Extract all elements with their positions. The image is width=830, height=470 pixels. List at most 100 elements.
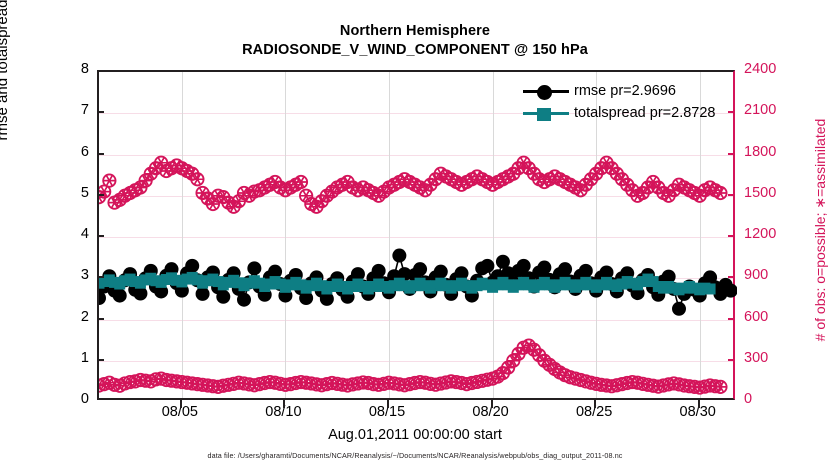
chart-title: Northern Hemisphere RADIOSONDE_V_WIND_CO… (0, 22, 830, 60)
x-axis-tick-label: 08/15 (368, 404, 406, 420)
x-axis-label: Aug.01,2011 00:00:00 start (328, 427, 502, 443)
obs-marker-circle-asterisk (599, 155, 614, 170)
obs-marker-circle-asterisk (133, 180, 148, 195)
data-point-marker (480, 258, 495, 273)
y-axis-right-tick-mark (728, 276, 735, 279)
data-point-marker (112, 288, 127, 303)
legend-item-totalspread[interactable]: totalspread pr=2.8728 (523, 102, 715, 124)
y-axis-right-label: # of obs: o=possible; ∗=assimilated (812, 118, 828, 342)
vertical-gridline (596, 72, 598, 398)
obs-marker-circle-asterisk (428, 377, 443, 392)
plot-area (91, 70, 738, 400)
obs-marker-circle-asterisk (713, 185, 728, 201)
y-axis-left-tick-label: 8 (80, 61, 89, 77)
data-point-marker (154, 284, 169, 299)
obs-marker-circle-asterisk (469, 374, 485, 390)
y-axis-left-tick-label: 2 (80, 308, 89, 325)
y-axis-right-tick-label: 0 (744, 391, 753, 407)
obs-marker-circle-asterisk (713, 379, 728, 394)
y-axis-right-tick-mark (728, 152, 735, 155)
y-axis-left-tick-label: 6 (80, 143, 89, 160)
data-point-marker (599, 265, 614, 280)
y-axis-right-tick-label: 300 (744, 349, 769, 366)
x-axis-tick-label: 08/10 (265, 404, 302, 420)
data-file-caption: data file: /Users/gharamti/Documents/NCA… (207, 451, 623, 460)
obs-marker-circle-asterisk (345, 377, 360, 392)
y-axis-left-tick-label: 3 (80, 267, 89, 284)
data-point-marker (454, 266, 469, 281)
obs-marker-circle-asterisk (190, 172, 205, 187)
data-point-marker (516, 258, 531, 273)
data-point-marker (704, 283, 716, 295)
y-axis-left-tick-label: 4 (80, 226, 89, 242)
y-axis-left-tick-mark (97, 111, 104, 114)
vertical-gridline (492, 72, 494, 398)
chart-title-line1: Northern Hemisphere (339, 23, 491, 39)
y-axis-left-tick-mark (97, 276, 104, 279)
horizontal-gridline (99, 195, 733, 197)
legend-label-totalspread: totalspread pr=2.8728 (574, 105, 716, 121)
legend-label-rmse: rmse pr=2.9696 (574, 83, 676, 99)
obs-marker-circle-asterisk (324, 375, 340, 391)
x-axis-tick-mark (387, 400, 389, 408)
data-point-marker (350, 267, 365, 282)
y-axis-right-tick-label: 2100 (744, 102, 777, 119)
y-axis-left-label: rmse and totalspread (0, 0, 11, 141)
y-axis-left-tick-label: 1 (80, 349, 89, 366)
data-point-marker (392, 248, 407, 263)
y-axis-right-tick-label: 1800 (744, 143, 777, 160)
y-axis-right-tick-label: 600 (744, 308, 769, 325)
data-point-marker (216, 289, 231, 304)
series-svg (91, 155, 738, 395)
data-point-marker (397, 267, 412, 282)
y-axis-right-tick-mark (728, 235, 735, 237)
data-point-marker (133, 286, 148, 301)
obs-marker-circle-asterisk (102, 173, 117, 188)
y-axis-right-tick-mark (728, 358, 735, 361)
obs-marker-circle-asterisk (221, 377, 236, 392)
x-axis-tick-label: 08/20 (472, 404, 509, 420)
horizontal-gridline (99, 319, 733, 321)
square-marker-icon (523, 104, 569, 122)
y-axis-right-tick-label: 1200 (744, 226, 777, 242)
data-point-marker (371, 263, 386, 278)
horizontal-gridline (99, 154, 733, 156)
data-point-marker (723, 283, 738, 298)
series-totalspread (93, 271, 716, 296)
obs-marker-circle-asterisk (480, 372, 495, 387)
y-axis-right-tick-mark (728, 193, 735, 196)
y-axis-right-tick-label: 900 (744, 267, 769, 284)
y-axis-right-tick-label: 2400 (744, 61, 777, 77)
x-axis-tick-mark (697, 400, 700, 408)
x-axis-tick-mark (283, 400, 286, 408)
data-point-marker (413, 262, 428, 277)
data-point-marker (268, 264, 283, 279)
y-axis-right-tick-mark (728, 111, 735, 114)
y-axis-left-tick-mark (97, 235, 104, 237)
obs-marker-circle-asterisk (293, 174, 309, 190)
data-point-marker (319, 291, 334, 306)
chart-title-line2: RADIOSONDE_V_WIND_COMPONENT @ 150 hPa (242, 42, 588, 58)
series-obs-count (91, 338, 728, 395)
x-axis-tick-mark (179, 400, 182, 408)
x-axis-tick-label: 08/25 (575, 404, 613, 420)
data-point-marker (433, 264, 448, 279)
data-point-marker (185, 258, 200, 273)
x-axis-tick-label: 08/05 (161, 404, 198, 420)
data-point-marker (195, 286, 210, 301)
x-axis-tick-mark (594, 400, 597, 408)
y-axis-left-tick-label: 0 (80, 391, 89, 407)
legend-item-rmse[interactable]: rmse pr=2.9696 (523, 80, 715, 102)
series-obs-count (91, 155, 728, 214)
data-point-marker (247, 261, 262, 276)
y-axis-right-tick-label: 1500 (744, 184, 777, 201)
data-point-marker (672, 301, 686, 316)
y-axis-left-tick-mark (97, 358, 104, 361)
data-point-marker (495, 254, 510, 269)
data-point-marker (537, 260, 552, 275)
vertical-gridline (181, 72, 183, 398)
y-axis-left-tick-label: 7 (80, 102, 89, 119)
data-point-marker (661, 269, 676, 284)
data-point-marker (578, 263, 593, 278)
